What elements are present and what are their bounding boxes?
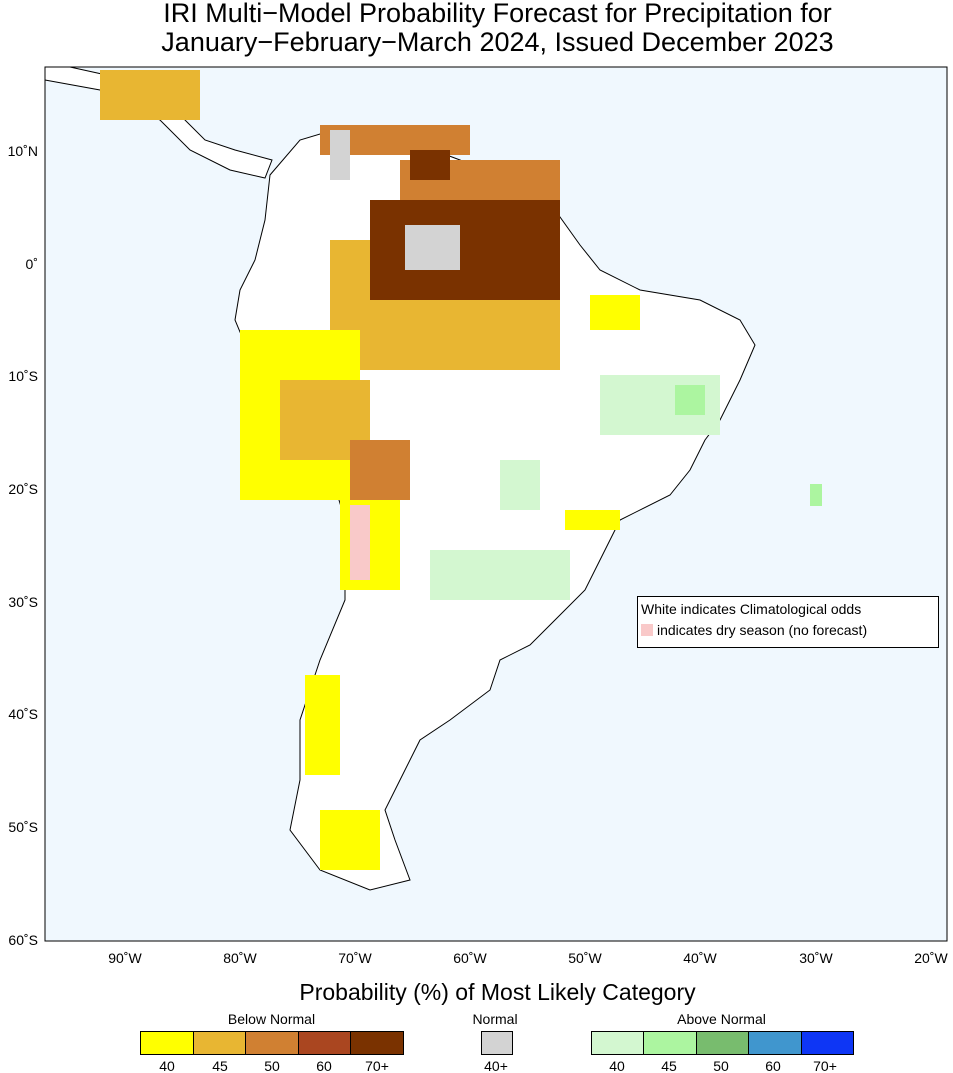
- note-dry-season: indicates dry season (no forecast): [657, 622, 868, 638]
- lat-label: 20˚S: [8, 481, 38, 497]
- lat-label: 40˚S: [8, 706, 38, 722]
- legend-tick: 45: [212, 1058, 228, 1073]
- legend-tick: 40: [609, 1058, 625, 1073]
- lon-label: 90˚W: [108, 950, 142, 966]
- legend-title: Probability (%) of Most Likely Category: [299, 979, 696, 1005]
- legend-above-bar: [591, 1031, 854, 1055]
- lon-label: 60˚W: [453, 950, 487, 966]
- forecast-cells: [100, 70, 822, 870]
- lat-label: 10˚N: [7, 143, 38, 159]
- legend-tick: 50: [264, 1058, 280, 1073]
- legend-tick: 50: [713, 1058, 729, 1073]
- title-line-1: IRI Multi−Model Probability Forecast for…: [163, 0, 832, 28]
- legend-tick: 45: [661, 1058, 677, 1073]
- lon-label: 40˚W: [683, 950, 717, 966]
- lon-label: 20˚W: [914, 950, 948, 966]
- legend-below-bar: [140, 1031, 404, 1055]
- map-note-box: White indicates Climatological odds indi…: [637, 596, 939, 648]
- lon-label: 50˚W: [568, 950, 602, 966]
- lat-label: 0˚: [25, 256, 38, 272]
- title-line-2: January−February−March 2024, Issued Dece…: [161, 27, 834, 57]
- dry-season-swatch: [641, 624, 653, 636]
- legend-above-label: Above Normal: [677, 1011, 766, 1027]
- legend-normal-bar: [481, 1031, 513, 1055]
- legend-tick: 40: [159, 1058, 175, 1073]
- map-frame: [44, 66, 948, 942]
- lon-label: 80˚W: [223, 950, 257, 966]
- legend-tick: 40+: [484, 1058, 508, 1073]
- lat-label: 10˚S: [8, 368, 38, 384]
- lon-label: 30˚W: [799, 950, 833, 966]
- lon-label: 70˚W: [338, 950, 372, 966]
- lat-label: 60˚S: [8, 932, 38, 948]
- legend-tick: 60: [765, 1058, 781, 1073]
- lat-label: 30˚S: [8, 594, 38, 610]
- legend-tick: 70+: [813, 1058, 837, 1073]
- lat-label: 50˚S: [8, 819, 38, 835]
- legend-tick: 60: [316, 1058, 332, 1073]
- legend-below-label: Below Normal: [227, 1011, 316, 1027]
- legend-tick: 70+: [365, 1058, 389, 1073]
- note-climatology: White indicates Climatological odds: [641, 601, 862, 617]
- legend-normal-label: Normal: [472, 1011, 518, 1027]
